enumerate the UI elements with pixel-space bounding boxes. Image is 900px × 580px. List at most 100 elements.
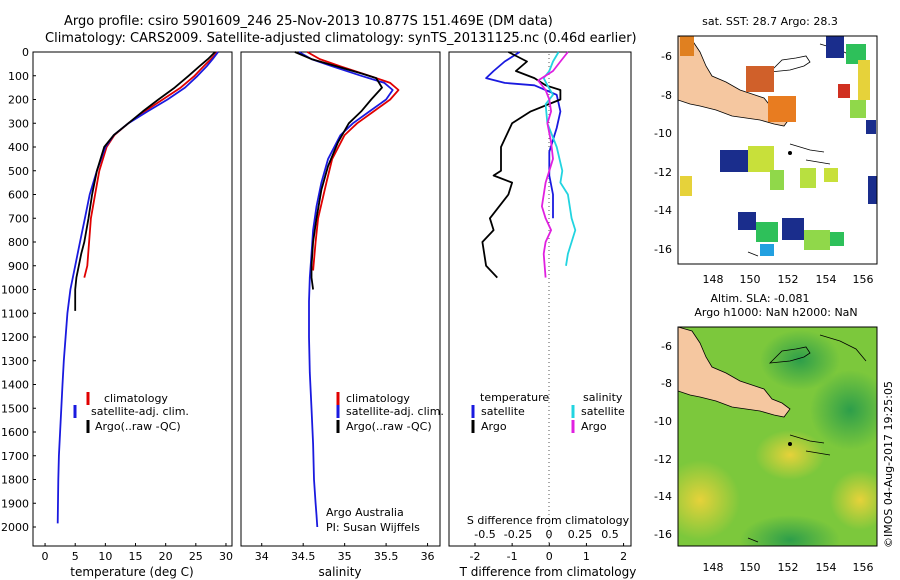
depth-tick-label: 300 xyxy=(8,117,29,130)
legend-s-argo-label: Argo xyxy=(581,420,607,433)
x-tick-label: 1 xyxy=(583,550,590,563)
depth-tick-label: 900 xyxy=(8,260,29,273)
lat-tick: -6 xyxy=(661,340,672,353)
series-line-s-argo xyxy=(537,51,569,278)
series-line-argo-raw-qc- xyxy=(74,51,216,311)
lat-tick: -14 xyxy=(654,204,672,217)
lat-tick: -10 xyxy=(654,415,672,428)
s-tick: 0.5 xyxy=(601,528,619,541)
sla-map xyxy=(678,327,877,546)
lat-tick: -16 xyxy=(654,528,672,541)
legend-satellite-label: satellite-adj. clim. xyxy=(91,405,189,418)
difference-xlabel: T difference from climatology xyxy=(459,565,637,579)
x-tick-label: 5 xyxy=(72,550,79,563)
depth-tick-label: 1100 xyxy=(1,307,29,320)
legend-t-satellite-label: satellite xyxy=(481,405,525,418)
depth-tick-label: 1600 xyxy=(1,426,29,439)
argo-location-marker xyxy=(788,151,792,155)
sst-pixels xyxy=(680,36,877,256)
sst-map xyxy=(678,36,877,264)
depth-tick-label: 1200 xyxy=(1,331,29,344)
sla-map-title-1: Altim. SLA: -0.081 xyxy=(710,292,809,305)
lon-tick: 156 xyxy=(853,561,874,574)
temperature-legend: climatology satellite-adj. clim. Argo(..… xyxy=(73,392,189,433)
lon-tick: 152 xyxy=(778,561,799,574)
argo-location-marker xyxy=(788,442,792,446)
lat-tick: -8 xyxy=(661,377,672,390)
x-tick-label: 0 xyxy=(546,550,553,563)
sla-map-title-2: Argo h1000: NaN h2000: NaN xyxy=(694,306,857,319)
depth-tick-label: 1400 xyxy=(1,379,29,392)
sla-map-y-ticks: -6 -8 -10 -12 -14 -16 xyxy=(654,340,672,541)
new-britain xyxy=(768,55,811,73)
x-tick-label: 0 xyxy=(42,550,49,563)
legend-t-argo-label: Argo xyxy=(481,420,507,433)
sst-map-title: sat. SST: 28.7 Argo: 28.3 xyxy=(702,15,838,28)
x-tick-label: -2 xyxy=(470,550,481,563)
legend-satellite-label: satellite-adj. clim. xyxy=(346,405,444,418)
lat-tick: -6 xyxy=(661,50,672,63)
temperature-chart xyxy=(56,51,219,524)
depth-tick-label: 600 xyxy=(8,189,29,202)
x-tick-label: 30 xyxy=(219,550,233,563)
temperature-panel xyxy=(32,51,233,547)
x-tick-label: 20 xyxy=(159,550,173,563)
lon-tick: 154 xyxy=(816,273,837,286)
depth-tick-label: 1800 xyxy=(1,474,29,487)
legend-argo-label: Argo(..raw -QC) xyxy=(95,420,181,433)
depth-tick-label: 1900 xyxy=(1,497,29,510)
header-line-1: Argo profile: csiro 5901609_246 25-Nov-2… xyxy=(64,14,553,29)
s-tick: 0 xyxy=(546,528,553,541)
lon-tick: 150 xyxy=(740,273,761,286)
series-line-climatology xyxy=(306,51,400,271)
s-difference-label: S difference from climatology xyxy=(467,514,630,527)
s-tick: -0.25 xyxy=(504,528,532,541)
sla-map-x-ticks: 148 150 152 154 156 xyxy=(703,561,874,574)
sst-map-frame xyxy=(677,35,878,265)
salinity-annotation-line-1: Argo Australia xyxy=(326,506,404,519)
s-difference-ticks: -0.5 -0.25 0 0.25 0.5 xyxy=(474,528,618,541)
sst-map-x-ticks: 148 150 152 154 156 xyxy=(703,273,874,286)
legend-climatology-label: climatology xyxy=(346,392,410,405)
lat-tick: -14 xyxy=(654,490,672,503)
series-line-argo-raw-qc- xyxy=(294,51,383,290)
depth-axis: 0 100 200 300 400 500 600 700 800 900 1000 1100 1200… xyxy=(1,46,36,534)
legend-temperature-title: temperature xyxy=(480,391,549,404)
lon-tick: 152 xyxy=(778,273,799,286)
s-tick: -0.5 xyxy=(474,528,495,541)
lat-tick: -10 xyxy=(654,127,672,140)
x-tick-label: 10 xyxy=(98,550,112,563)
depth-tick-label: 800 xyxy=(8,236,29,249)
temperature-xlabel: temperature (deg C) xyxy=(70,565,193,579)
difference-chart xyxy=(481,51,577,279)
salinity-x-ticks: 34 34.5 35 35.5 36 xyxy=(255,543,435,563)
depth-tick-label: 200 xyxy=(8,94,29,107)
lon-tick: 148 xyxy=(703,561,724,574)
temperature-x-ticks: 0 5 10 15 20 25 30 xyxy=(42,543,233,563)
depth-tick-label: 2000 xyxy=(1,521,29,534)
new-britain xyxy=(768,346,811,364)
lon-tick: 156 xyxy=(853,273,874,286)
depth-tick-label: 400 xyxy=(8,141,29,154)
lat-tick: -8 xyxy=(661,89,672,102)
depth-tick-label: 1300 xyxy=(1,355,29,368)
lon-tick: 150 xyxy=(740,561,761,574)
salinity-legend: climatology satellite-adj. clim. Argo(..… xyxy=(336,392,444,433)
series-line-satellite-adj-clim- xyxy=(56,51,219,524)
legend-s-satellite-label: satellite xyxy=(581,405,625,418)
x-tick-label: 36 xyxy=(421,550,435,563)
x-tick-label: 15 xyxy=(129,550,143,563)
lon-tick: 148 xyxy=(703,273,724,286)
sla-map-frame xyxy=(677,326,878,547)
legend-argo-label: Argo(..raw -QC) xyxy=(346,420,432,433)
legend-salinity-title: salinity xyxy=(583,391,623,404)
s-tick: 0.25 xyxy=(568,528,593,541)
difference-legend: temperature salinity satellite Argo sate… xyxy=(471,391,625,433)
series-line-t-argo xyxy=(481,51,562,279)
lat-tick: -16 xyxy=(654,243,672,256)
islands xyxy=(747,334,867,543)
imos-credit: ©IMOS 04-Aug-2017 19:25:05 xyxy=(882,381,895,548)
salinity-xlabel: salinity xyxy=(318,565,361,579)
x-tick-label: 25 xyxy=(189,550,203,563)
